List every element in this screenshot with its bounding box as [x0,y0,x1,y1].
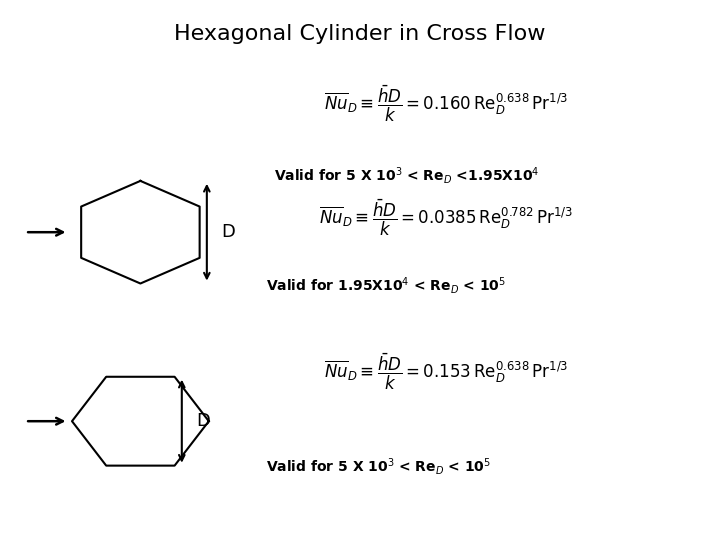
Text: $\overline{Nu}_D \equiv \dfrac{\bar{h}D}{k} = 0.153\,\mathrm{Re}_D^{0.638}\,\mat: $\overline{Nu}_D \equiv \dfrac{\bar{h}D}… [324,351,569,392]
Text: $\overline{Nu}_D \equiv \dfrac{\bar{h}D}{k} = 0.160\,\mathrm{Re}_D^{0.638}\,\mat: $\overline{Nu}_D \equiv \dfrac{\bar{h}D}… [324,84,569,124]
Text: D: D [196,412,210,430]
Text: Hexagonal Cylinder in Cross Flow: Hexagonal Cylinder in Cross Flow [174,24,546,44]
Text: Valid for 1.95X10$^4$ < Re$_D$ < 10$^5$: Valid for 1.95X10$^4$ < Re$_D$ < 10$^5$ [266,275,507,296]
Text: Valid for 5 X 10$^3$ < Re$_D$ < 10$^5$: Valid for 5 X 10$^3$ < Re$_D$ < 10$^5$ [266,456,492,477]
Text: $\overline{Nu}_D \equiv \dfrac{\bar{h}D}{k} = 0.0385\,\mathrm{Re}_D^{0.782}\,\ma: $\overline{Nu}_D \equiv \dfrac{\bar{h}D}… [320,197,573,238]
Text: D: D [221,223,235,241]
Text: Valid for 5 X 10$^3$ < Re$_D$ <1.95X10$^4$: Valid for 5 X 10$^3$ < Re$_D$ <1.95X10$^… [274,165,539,186]
